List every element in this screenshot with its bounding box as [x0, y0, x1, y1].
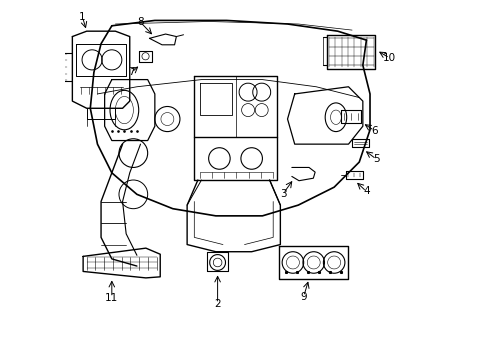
Text: 2: 2 [214, 299, 221, 309]
Text: 5: 5 [372, 154, 379, 164]
Text: 10: 10 [383, 53, 395, 63]
Text: 8: 8 [137, 17, 143, 27]
Text: 1: 1 [79, 12, 85, 22]
Text: 7: 7 [128, 67, 135, 77]
Text: 4: 4 [363, 186, 369, 197]
Text: 9: 9 [300, 292, 306, 302]
Text: 11: 11 [105, 293, 118, 303]
Text: 6: 6 [370, 126, 377, 135]
Text: 3: 3 [279, 189, 286, 199]
